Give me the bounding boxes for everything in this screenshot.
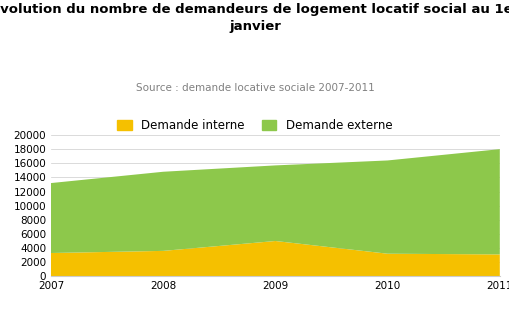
Legend: Demande interne, Demande externe: Demande interne, Demande externe xyxy=(117,119,392,132)
Text: Source : demande locative sociale 2007-2011: Source : demande locative sociale 2007-2… xyxy=(135,83,374,93)
Text: Evolution du nombre de demandeurs de logement locatif social au 1er
janvier: Evolution du nombre de demandeurs de log… xyxy=(0,3,509,33)
